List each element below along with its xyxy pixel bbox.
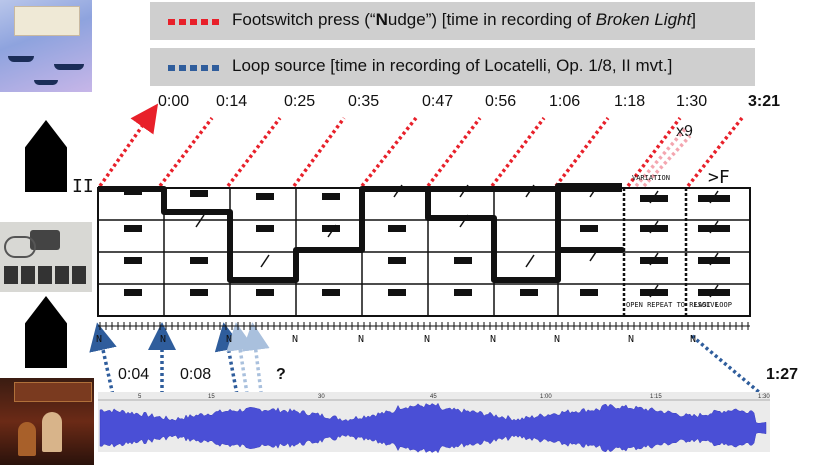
boat-shape [54, 64, 84, 70]
album-cover-icon [14, 6, 80, 36]
album-cover-top [0, 0, 92, 92]
nudge-mark: N [292, 334, 298, 345]
open-repeat-text: OPEN REPEAT TO RESOLVE [626, 301, 719, 309]
footswitch-photo-icon [30, 230, 60, 250]
top-time: 0:35 [348, 93, 380, 110]
figure-shape [42, 412, 62, 452]
open-repeat-label: OPEN REPEAT TO RESOLVE [626, 301, 719, 309]
blue-arrow [89, 322, 117, 401]
waveform-tick: 15 [208, 394, 215, 400]
boat-shape [8, 56, 34, 62]
footswitch-photo [0, 222, 92, 292]
red-arrow [426, 116, 482, 188]
top-time-final: 3:21 [748, 93, 781, 110]
score-grid [97, 187, 751, 317]
nudge-mark: N [628, 334, 634, 345]
last-loop-label: LAST LOOP [694, 301, 732, 309]
waveform-tick: 1:00 [540, 394, 552, 400]
slash-marks [195, 184, 719, 298]
legend-loop-source-text: Loop source [time in recording of Locate… [232, 56, 673, 75]
light-blue-arrow [241, 322, 270, 401]
bottom-time: 0:04 [118, 366, 150, 383]
red-arrow [292, 116, 346, 188]
bottom-time-unknown: ? [276, 366, 286, 383]
red-arrow [226, 116, 282, 188]
album-cover-icon [14, 382, 92, 402]
top-time: 1:18 [614, 93, 646, 110]
nudge-mark: N [226, 334, 232, 345]
nudge-mark: N [358, 334, 364, 345]
legend-footswitch: Footswitch press (“Nudge”) [time in reco… [150, 2, 755, 40]
red-arrow [554, 116, 610, 188]
boat-shape [34, 80, 58, 85]
section-mark: II [72, 176, 94, 197]
pedal-row [4, 266, 88, 284]
loop-path [98, 183, 625, 283]
top-time: 0:00 [158, 93, 190, 110]
red-arrow [686, 116, 744, 188]
top-time: 0:56 [485, 93, 517, 110]
top-time: 0:25 [284, 93, 316, 110]
blue-arrow [690, 334, 768, 400]
waveform-tick: 1:15 [650, 394, 662, 400]
dynamic-mark: >F [708, 167, 730, 188]
footswitch-arrows [98, 103, 744, 188]
legend-footswitch-text: Footswitch press (“Nudge”) [time in reco… [232, 10, 696, 29]
pink-arrow [642, 134, 692, 188]
nudge-mark: N [490, 334, 496, 345]
waveform [99, 402, 767, 454]
figure-shape [18, 422, 36, 456]
ruler-ticks [99, 322, 749, 330]
red-dash-icon [168, 19, 220, 25]
waveform-tick: 30 [318, 394, 325, 400]
blue-arrow [214, 322, 243, 401]
bottom-time: 0:08 [180, 366, 212, 383]
red-arrow [360, 116, 418, 188]
light-blue-arrow [226, 322, 254, 401]
pink-arrow [634, 126, 688, 188]
waveform-tick: 5 [138, 394, 142, 400]
loop-source-arrows [89, 322, 768, 401]
top-time: 0:47 [422, 93, 454, 110]
red-arrow [98, 103, 159, 188]
waveform-tick: 45 [430, 394, 437, 400]
red-arrow [626, 116, 682, 188]
nudge-mark: N [554, 334, 560, 345]
nudge-mark: N [160, 334, 166, 345]
red-arrow [490, 116, 546, 188]
top-time: 0:14 [216, 93, 248, 110]
blue-dash-icon [168, 65, 220, 71]
waveform-tick-labels: 5 15 30 45 1:00 1:15 1:30 [138, 394, 770, 400]
cable-shape [4, 236, 36, 258]
red-arrow [158, 116, 214, 188]
top-time: 1:06 [549, 93, 581, 110]
nudge-mark: N [424, 334, 430, 345]
nudge-marks: N N N N N N N N N N [96, 334, 696, 345]
nudge-mark: N [96, 334, 102, 345]
bottom-time-final: 1:27 [766, 366, 799, 383]
legend-loop-source: Loop source [time in recording of Locate… [150, 48, 755, 86]
album-cover-bottom [0, 378, 94, 465]
top-time: 1:30 [676, 93, 708, 110]
variation-label: VARIATION [632, 174, 670, 182]
nudge-mark: N [690, 334, 696, 345]
waveform-tick: 1:30 [758, 394, 770, 400]
